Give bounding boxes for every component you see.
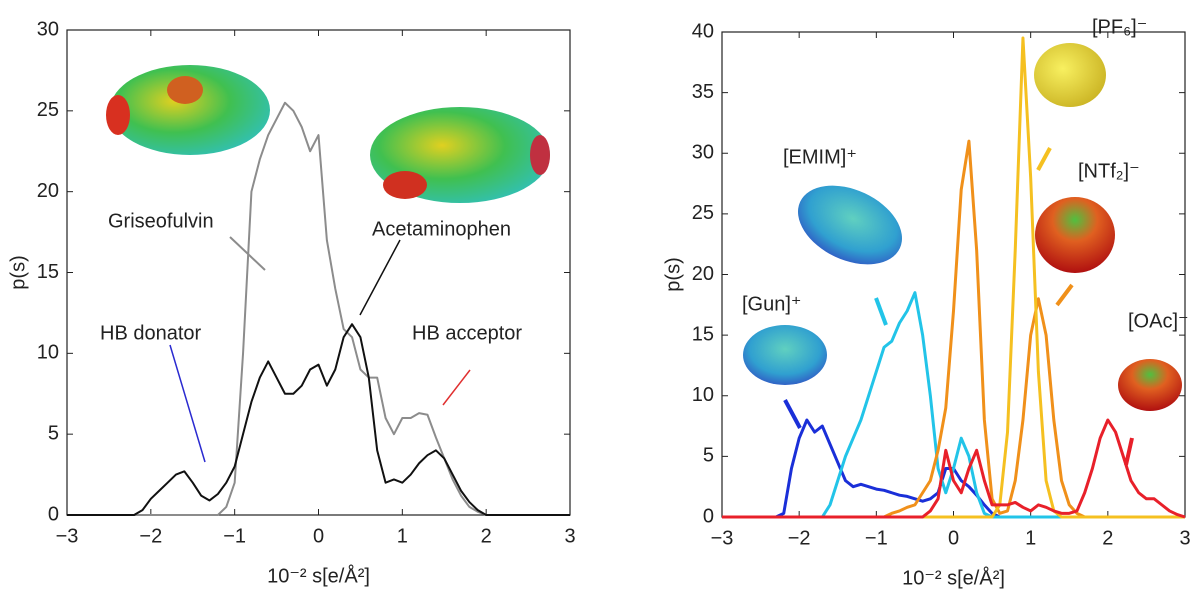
y-tick-label: 25 (37, 99, 59, 121)
leader-line (783, 399, 802, 429)
leader-line (1036, 147, 1052, 171)
y-axis-label: p(s) (662, 257, 684, 291)
x-axis-label: 10⁻² s[e/Å²] (902, 566, 1005, 589)
leader-line (359, 239, 401, 316)
x-axis-label: 10⁻² s[e/Å²] (267, 564, 370, 587)
leader-line (169, 344, 206, 463)
leader-line (1124, 437, 1134, 466)
x-tick-label: 3 (1179, 527, 1190, 549)
molecule-part (530, 135, 550, 175)
series-label: [OAc]⁻ (1128, 310, 1189, 332)
y-tick-label: 5 (48, 422, 59, 444)
y-tick-label: 20 (692, 263, 714, 285)
y-tick-label: 20 (37, 180, 59, 202)
y-tick-label: 0 (48, 503, 59, 525)
leader-lines (169, 147, 1134, 466)
x-tick-label: 0 (948, 527, 959, 549)
y-tick-label: 10 (692, 384, 714, 406)
x-tick-label: 1 (397, 525, 408, 547)
y-tick-label: 5 (703, 445, 714, 467)
x-tick-label: 2 (481, 525, 492, 547)
y-tick-label: 30 (37, 18, 59, 40)
y-tick-label: 40 (692, 20, 714, 42)
x-tick-label: −1 (223, 525, 246, 547)
series-label: Griseofulvin (108, 210, 214, 232)
molecule-part (106, 95, 130, 135)
molecule (743, 325, 827, 385)
y-tick-label: 0 (703, 505, 714, 527)
molecule-part (167, 76, 203, 104)
y-tick-label: 35 (692, 81, 714, 103)
series-label: [PF₆]⁻ (1092, 16, 1147, 38)
y-tick-label: 15 (37, 261, 59, 283)
x-tick-label: −3 (56, 525, 79, 547)
y-axis-label: p(s) (7, 255, 29, 289)
x-tick-label: −2 (139, 525, 162, 547)
molecule (1034, 43, 1106, 107)
annotation: HB acceptor (412, 322, 522, 344)
leader-line (1055, 283, 1074, 307)
molecule (110, 65, 270, 155)
leader-line (874, 297, 888, 326)
x-tick-label: 2 (1102, 527, 1113, 549)
x-tick-label: 1 (1025, 527, 1036, 549)
leader-line (442, 369, 471, 406)
annotation: HB donator (100, 322, 202, 344)
molecule-images (106, 43, 1182, 411)
series-label: [NTf₂]⁻ (1078, 160, 1140, 182)
series-line (722, 36, 1185, 519)
y-tick-label: 30 (692, 142, 714, 164)
x-tick-label: −2 (788, 527, 811, 549)
series-label: [EMIM]⁺ (783, 146, 857, 168)
molecule (1118, 359, 1182, 411)
y-tick-label: 15 (692, 323, 714, 345)
series-line (722, 418, 1186, 519)
plot-frame (721, 31, 1186, 518)
y-tick-label: 10 (37, 342, 59, 364)
series-label: Acetaminophen (372, 218, 511, 240)
series-label: [Gun]⁺ (742, 293, 801, 315)
x-tick-label: 0 (313, 525, 324, 547)
x-tick-label: 3 (564, 525, 575, 547)
x-tick-label: −1 (865, 527, 888, 549)
y-tick-label: 25 (692, 202, 714, 224)
x-tick-label: −3 (711, 527, 734, 549)
molecule-part (383, 171, 427, 199)
molecule (1035, 197, 1115, 273)
molecule (798, 185, 902, 265)
series-line (67, 323, 570, 516)
